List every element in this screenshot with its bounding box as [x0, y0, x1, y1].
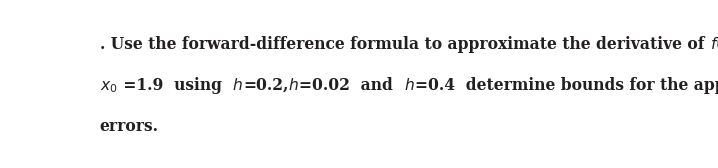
Text: =1.9  using: =1.9 using: [118, 77, 233, 94]
Text: $x_0$: $x_0$: [100, 78, 118, 95]
Text: =0.4  determine bounds for the approximation: =0.4 determine bounds for the approximat…: [414, 77, 718, 94]
Text: =0.02  and: =0.02 and: [299, 77, 404, 94]
Text: $h$: $h$: [233, 77, 243, 94]
Text: =0.2,: =0.2,: [243, 77, 289, 94]
Text: errors.: errors.: [100, 118, 159, 135]
Text: $f(x)=\mathrm{ln}\,x$: $f(x)=\mathrm{ln}\,x$: [709, 35, 718, 53]
Text: . Use the forward-difference formula to approximate the derivative of: . Use the forward-difference formula to …: [100, 36, 709, 53]
Text: $h$: $h$: [289, 77, 299, 94]
Text: $h$: $h$: [404, 77, 414, 94]
